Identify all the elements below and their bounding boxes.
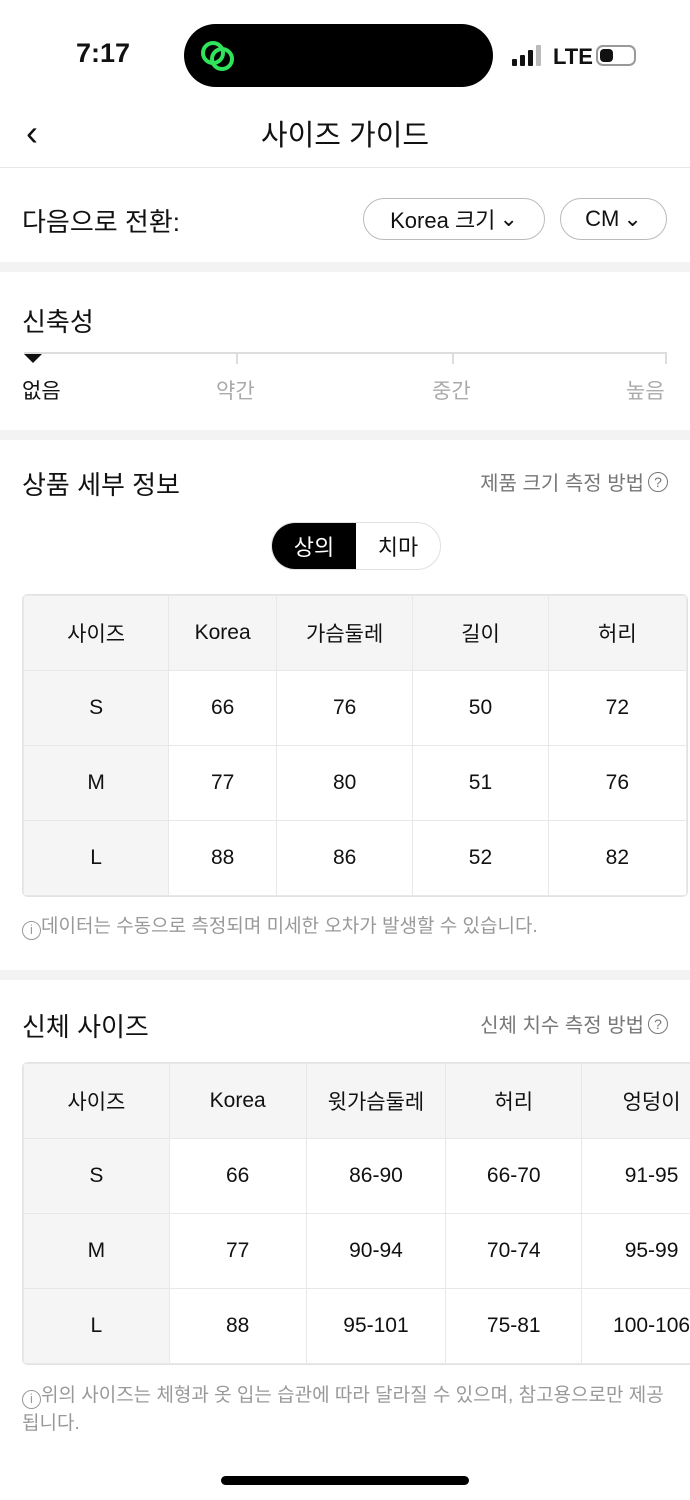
stretch-level: 없음 — [22, 380, 61, 403]
unit-value: CM — [585, 206, 620, 231]
help-icon: ? — [648, 1013, 668, 1034]
switch-label: 다음으로 전환: — [22, 207, 180, 237]
link-text: 신체 치수 측정 방법 — [480, 1015, 644, 1037]
network-type: LTE — [553, 44, 593, 69]
chevron-down-icon: ⌄ — [623, 206, 642, 231]
table-cell: L — [23, 820, 170, 896]
dynamic-island — [184, 24, 493, 87]
column-header: 사이즈 — [23, 595, 170, 671]
table-row: M 77 80 51 76 — [23, 745, 687, 821]
table-cell: 72 — [547, 670, 687, 746]
table-cell: 66-70 — [445, 1138, 583, 1214]
battery-icon — [596, 45, 636, 66]
table-cell: M — [23, 745, 170, 821]
divider — [0, 262, 690, 272]
body-note: i 위의 사이즈는 체형과 옷 입는 습관에 따라 달라질 수 있으며, 참고용으… — [22, 1382, 672, 1438]
table-cell: M — [23, 1213, 170, 1289]
table-cell: 51 — [412, 745, 549, 821]
tab-skirt[interactable]: 치마 — [377, 535, 419, 560]
body-size-table[interactable]: 사이즈 Korea 윗가슴둘레 허리 엉덩이 S 66 86-90 66-70 91-95 M 77 9… — [22, 1062, 690, 1365]
column-header: 가슴둘레 — [275, 595, 414, 671]
home-indicator — [221, 1476, 469, 1485]
back-button[interactable]: ‹ — [26, 112, 38, 153]
table-cell: 66 — [168, 1138, 307, 1214]
table-cell: 52 — [412, 820, 549, 896]
table-cell: 66 — [168, 670, 277, 746]
link-text: 제품 크기 측정 방법 — [480, 473, 644, 495]
info-icon: i — [22, 1389, 41, 1409]
column-header: 엉덩이 — [581, 1063, 690, 1139]
signal-icon — [512, 44, 541, 66]
column-header: 허리 — [445, 1063, 583, 1139]
help-icon: ? — [648, 471, 668, 492]
table-cell: 86 — [275, 820, 414, 896]
tick — [452, 352, 454, 364]
stretch-track — [24, 352, 667, 354]
table-cell: 88 — [168, 1288, 307, 1364]
table-cell: 88 — [168, 820, 277, 896]
stretch-title: 신축성 — [22, 307, 94, 337]
divider — [0, 430, 690, 440]
status-time: 7:17 — [76, 38, 131, 68]
table-cell: 77 — [168, 1213, 307, 1289]
table-cell: 100-106 — [581, 1288, 690, 1364]
table-row: S 66 76 50 72 — [23, 670, 687, 746]
table-cell: L — [23, 1288, 170, 1364]
table-cell: S — [23, 1138, 170, 1214]
table-cell: 90-94 — [305, 1213, 447, 1289]
table-row: S 66 86-90 66-70 91-95 — [23, 1138, 690, 1214]
column-header: 사이즈 — [23, 1063, 170, 1139]
table-cell: S — [23, 670, 170, 746]
table-cell: 82 — [547, 820, 687, 896]
column-header: Korea — [168, 1063, 307, 1139]
divider — [0, 970, 690, 980]
note-text: 위의 사이즈는 체형과 옷 입는 습관에 따라 달라질 수 있으며, 참고용으로… — [22, 1385, 664, 1434]
garment-tabs: 상의 치마 — [271, 522, 441, 570]
table-cell: 76 — [547, 745, 687, 821]
table-header-row: 사이즈 Korea 윗가슴둘레 허리 엉덩이 — [23, 1063, 690, 1139]
info-icon: i — [22, 920, 41, 940]
tick — [236, 352, 238, 364]
table-row: L 88 95-101 75-81 100-106 — [23, 1288, 690, 1364]
size-system-value: Korea 크기 — [390, 208, 496, 233]
table-cell: 95-99 — [581, 1213, 690, 1289]
table-cell: 76 — [275, 670, 414, 746]
table-cell: 80 — [275, 745, 414, 821]
stretch-level: 높음 — [626, 380, 665, 403]
table-row: M 77 90-94 70-74 95-99 — [23, 1213, 690, 1289]
table-header-row: 사이즈 Korea 가슴둘레 길이 허리 — [23, 595, 687, 671]
column-header: 길이 — [412, 595, 549, 671]
column-header: 허리 — [547, 595, 687, 671]
note-text: 데이터는 수동으로 측정되며 미세한 오차가 발생할 수 있습니다. — [41, 916, 538, 937]
stretch-level: 중간 — [432, 380, 471, 403]
unit-dropdown[interactable]: CM ⌄ — [560, 198, 667, 240]
table-cell: 77 — [168, 745, 277, 821]
column-header: Korea — [168, 595, 277, 671]
table-cell: 50 — [412, 670, 549, 746]
size-system-dropdown[interactable]: Korea 크기 ⌄ — [363, 198, 545, 240]
table-cell: 95-101 — [305, 1288, 447, 1364]
page-title: 사이즈 가이드 — [260, 120, 430, 152]
table-cell: 75-81 — [445, 1288, 583, 1364]
product-note: i 데이터는 수동으로 측정되며 미세한 오차가 발생할 수 있습니다. — [22, 913, 538, 941]
table-row: L 88 86 52 82 — [23, 820, 687, 896]
header — [0, 90, 690, 168]
link-icon — [201, 41, 234, 71]
column-header: 윗가슴둘레 — [305, 1063, 447, 1139]
stretch-level: 약간 — [216, 380, 255, 403]
body-measure-link[interactable]: 신체 치수 측정 방법? — [480, 1009, 668, 1038]
stretch-marker — [24, 354, 42, 363]
table-cell: 91-95 — [581, 1138, 690, 1214]
table-cell: 86-90 — [305, 1138, 447, 1214]
product-measure-link[interactable]: 제품 크기 측정 방법? — [480, 467, 668, 496]
chevron-down-icon: ⌄ — [499, 206, 518, 231]
table-cell: 70-74 — [445, 1213, 583, 1289]
body-title: 신체 사이즈 — [22, 1012, 149, 1042]
tick — [665, 352, 667, 364]
product-size-table: 사이즈 Korea 가슴둘레 길이 허리 S 66 76 50 72 M 77 80 51 76 L 88 86 5… — [22, 594, 688, 897]
tab-top[interactable]: 상의 — [272, 523, 356, 569]
product-title: 상품 세부 정보 — [22, 470, 180, 500]
